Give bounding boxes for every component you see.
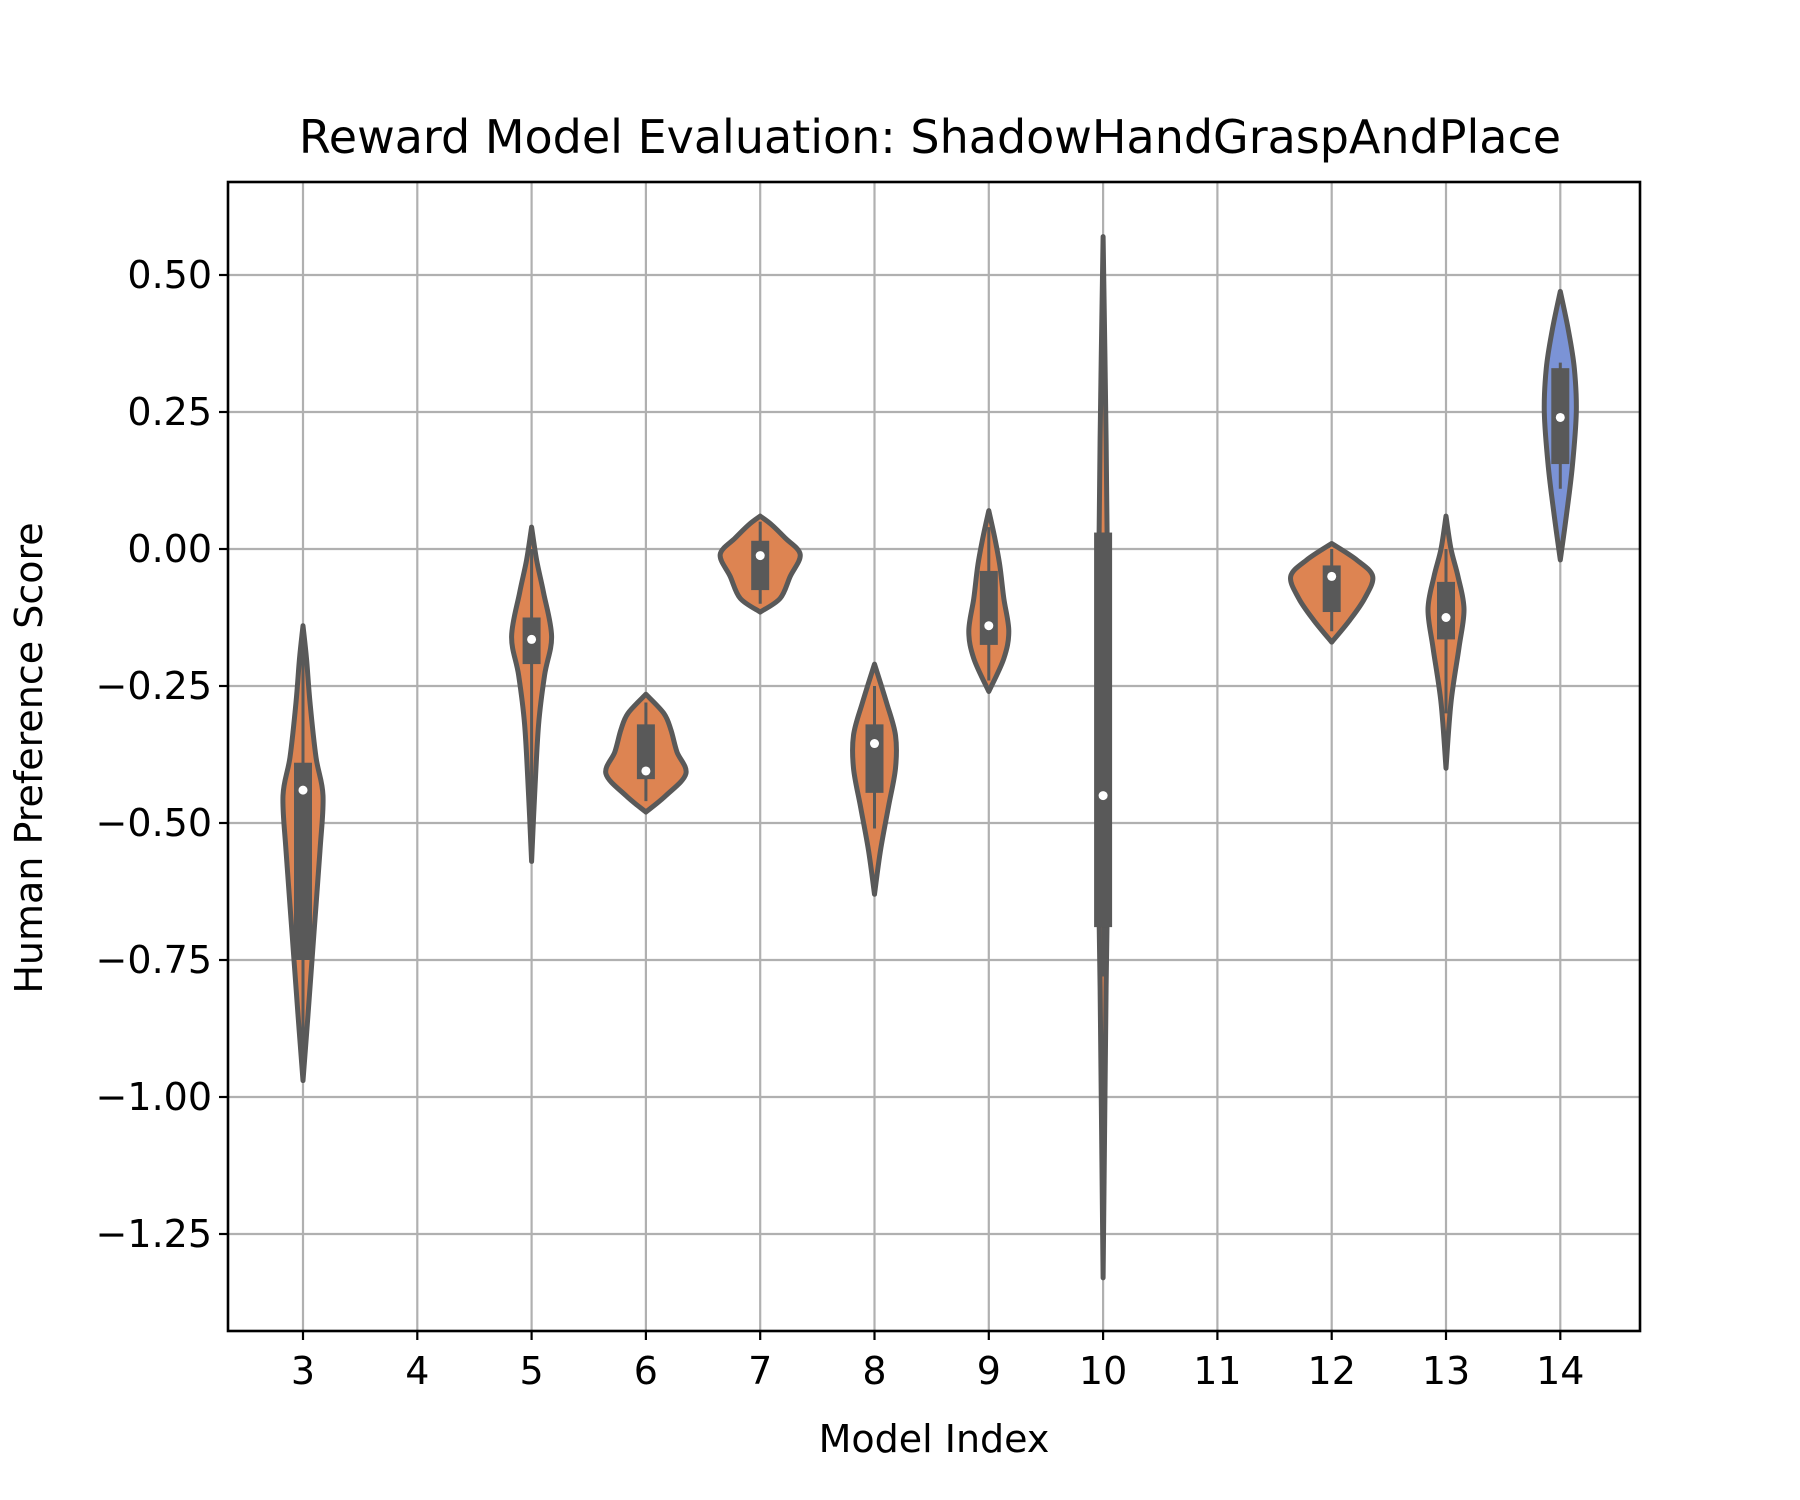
y-tick-label: −0.50 <box>96 801 212 845</box>
x-tick-label: 3 <box>291 1349 315 1393</box>
violin-iqr-box <box>979 570 998 645</box>
x-tick-label: 4 <box>405 1349 429 1393</box>
violin-3 <box>280 623 326 1084</box>
x-tick-label: 7 <box>748 1349 772 1393</box>
violin-iqr-box <box>1322 565 1341 613</box>
violin-iqr-box <box>636 724 655 780</box>
y-tick-label: −1.00 <box>96 1075 212 1119</box>
violin-median <box>755 551 765 561</box>
violin-12 <box>1288 541 1376 645</box>
violin-8 <box>849 661 900 897</box>
y-tick-label: 0.25 <box>127 390 212 434</box>
violin-5 <box>509 524 555 864</box>
violin-9 <box>966 508 1012 694</box>
x-tick-label: 11 <box>1193 1349 1241 1393</box>
violin-iqr-box <box>865 724 884 793</box>
grid <box>228 182 1640 1331</box>
violin-7 <box>717 513 803 615</box>
x-tick-label: 13 <box>1422 1349 1470 1393</box>
y-tick-label: −0.25 <box>96 664 212 708</box>
chart-title: Reward Model Evaluation: ShadowHandGrasp… <box>299 110 1561 164</box>
y-tick-label: 0.50 <box>127 253 212 297</box>
violin-14 <box>1541 288 1579 563</box>
violin-median <box>870 739 879 749</box>
violin-median <box>984 621 994 631</box>
violin-iqr-box <box>1437 581 1455 640</box>
violin-median <box>641 766 651 776</box>
violin-13 <box>1425 513 1467 771</box>
violin-median <box>1327 571 1337 581</box>
violin-median <box>1441 613 1451 622</box>
y-tick-label: −0.75 <box>96 938 212 982</box>
plot-frame <box>226 180 1642 1333</box>
violin-10 <box>1094 234 1113 1281</box>
violin-iqr-box <box>1094 532 1113 928</box>
x-tick-label: 14 <box>1536 1349 1584 1393</box>
violin-median <box>1555 412 1565 422</box>
y-tick-label: −1.25 <box>96 1212 212 1256</box>
x-tick-label: 12 <box>1308 1349 1356 1393</box>
y-axis-label: Human Preference Score <box>7 522 51 993</box>
violin-median <box>298 785 308 795</box>
x-tick-label: 5 <box>520 1349 544 1393</box>
x-tick-label: 6 <box>634 1349 658 1393</box>
x-tick-label: 9 <box>977 1349 1001 1393</box>
x-tick-label: 10 <box>1079 1349 1127 1393</box>
violin-6 <box>603 691 689 815</box>
violin-iqr-box <box>294 762 312 960</box>
y-tick-label: 0.00 <box>127 527 212 571</box>
violins <box>280 234 1579 1281</box>
violin-median <box>1098 791 1108 801</box>
ticks: 0.50 0.25 0.00 −0.25 −0.50 −0.75 −1.00 −1.25 3 4 5… <box>96 253 1585 1393</box>
x-tick-label: 8 <box>862 1349 886 1393</box>
violin-iqr-box <box>751 540 770 591</box>
violin-median <box>527 634 537 644</box>
x-axis-label: Model Index <box>819 1417 1050 1461</box>
